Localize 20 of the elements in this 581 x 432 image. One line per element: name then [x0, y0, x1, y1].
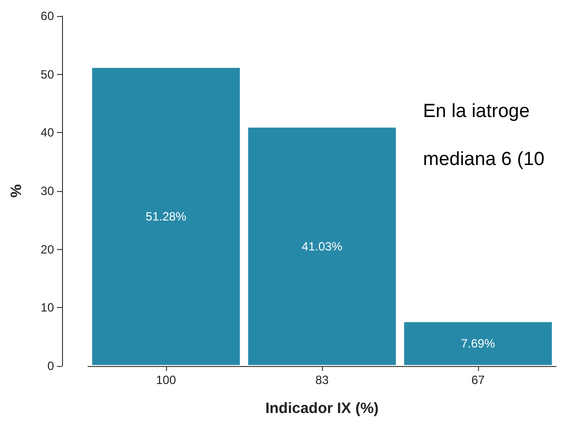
y-axis-title: % [8, 184, 25, 198]
x-tick-label: 83 [315, 373, 329, 387]
annotation: En la iatroge [423, 101, 530, 122]
y-tick-label: 30 [40, 184, 54, 198]
y-tick-label: 0 [47, 359, 54, 373]
y-tick-label: 20 [40, 242, 54, 256]
annotation: mediana 6 (10 [423, 149, 544, 170]
y-tick-label: 40 [40, 126, 54, 140]
x-axis-title: Indicador IX (%) [265, 400, 379, 417]
y-tick-label: 60 [40, 9, 54, 23]
y-tick-label: 10 [40, 300, 54, 315]
x-tick-label: 67 [471, 373, 485, 387]
data-label: 7.69% [460, 336, 496, 351]
bar [247, 126, 397, 366]
bar [91, 66, 241, 366]
data-label: 51.28% [146, 209, 187, 224]
x-tick-label: 100 [156, 373, 176, 387]
y-tick-label: 50 [40, 67, 54, 82]
data-label: 41.03% [302, 239, 343, 254]
bar [403, 321, 553, 366]
